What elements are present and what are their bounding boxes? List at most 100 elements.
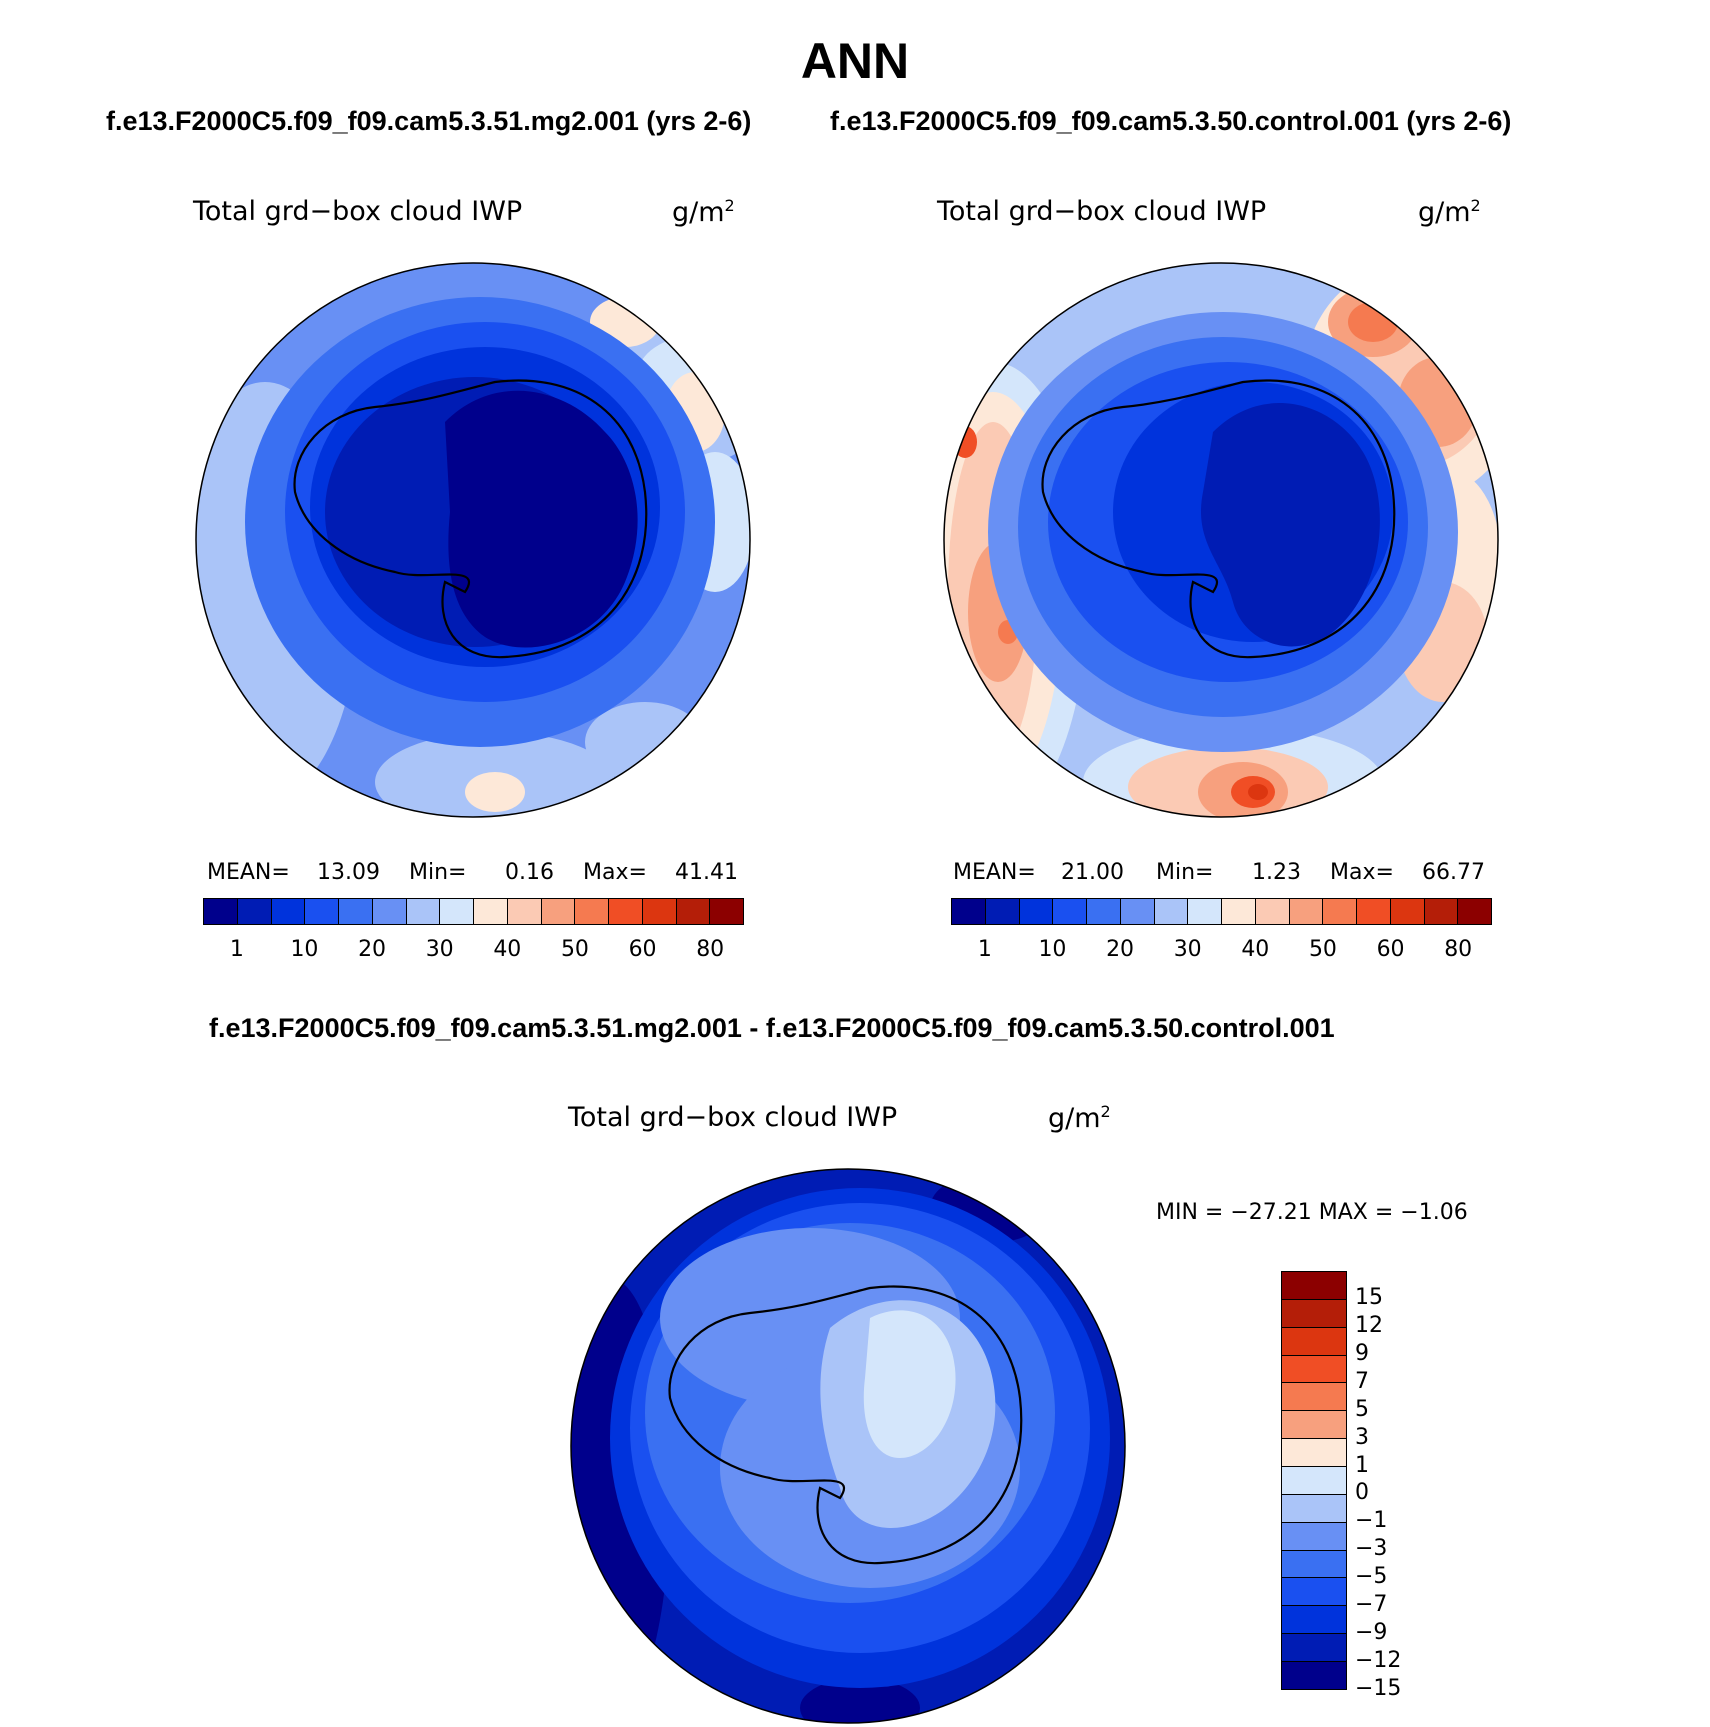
main-title: ANN xyxy=(800,33,910,89)
right-min-label: Min= xyxy=(1156,860,1214,885)
colorbar-swatch xyxy=(1154,899,1189,924)
colorbar-tick-label: 10 xyxy=(290,937,319,962)
colorbar-swatch xyxy=(1282,1299,1346,1328)
colorbar-swatch xyxy=(1282,1550,1346,1579)
diff-polar-map xyxy=(570,1168,1126,1724)
colorbar-tick-label: 60 xyxy=(1376,937,1405,962)
colorbar-tick-label: 50 xyxy=(1308,937,1337,962)
right-units-label: g/m2 xyxy=(1418,196,1481,228)
colorbar-swatch xyxy=(1053,899,1087,924)
left-polar-map xyxy=(195,262,751,818)
colorbar-tick-label: −1 xyxy=(1355,1508,1388,1534)
colorbar-swatch xyxy=(642,899,677,924)
colorbar-tick-label: 60 xyxy=(628,937,657,962)
right-mean-label: MEAN= xyxy=(953,860,1036,885)
right-polar-map xyxy=(943,262,1499,818)
colorbar-swatch xyxy=(609,899,643,924)
colorbar-swatch xyxy=(1357,899,1391,924)
colorbar-swatch xyxy=(305,899,339,924)
colorbar-swatch xyxy=(1323,899,1357,924)
colorbar-tick-label: 20 xyxy=(1106,937,1135,962)
colorbar-tick-label: 80 xyxy=(1444,937,1473,962)
colorbar-tick-label: 30 xyxy=(1173,937,1202,962)
colorbar-tick-label: 0 xyxy=(1355,1480,1369,1506)
left-mean-value: 13.09 xyxy=(317,860,380,885)
colorbar-swatch xyxy=(1282,1494,1346,1523)
right-min-value: 1.23 xyxy=(1252,860,1301,885)
colorbar-tick-label: 1 xyxy=(229,937,244,962)
colorbar-tick-label: 7 xyxy=(1355,1368,1369,1394)
colorbar-swatch xyxy=(339,899,373,924)
subtitle-right: f.e13.F2000C5.f09_f09.cam5.3.50.control.… xyxy=(830,106,1512,136)
colorbar-swatch xyxy=(1458,899,1491,924)
colorbar-tick-label: 1 xyxy=(977,937,992,962)
colorbar-tick-label: −7 xyxy=(1355,1592,1388,1618)
colorbar-swatch xyxy=(952,899,986,924)
diff-minmax: MIN = −27.21 MAX = −1.06 xyxy=(1156,1200,1468,1225)
diff-units-label: g/m2 xyxy=(1048,1102,1111,1134)
colorbar-swatch xyxy=(1390,899,1425,924)
left-min-label: Min= xyxy=(409,860,467,885)
diff-colorbar xyxy=(1281,1271,1347,1690)
colorbar-swatch xyxy=(1289,899,1324,924)
colorbar-tick-label: 40 xyxy=(493,937,522,962)
left-max-value: 41.41 xyxy=(675,860,738,885)
colorbar-swatch xyxy=(1424,899,1459,924)
colorbar-swatch xyxy=(1282,1439,1346,1468)
colorbar-swatch xyxy=(1282,1634,1346,1663)
colorbar-tick-label: 15 xyxy=(1355,1284,1383,1310)
colorbar-swatch xyxy=(676,899,711,924)
colorbar-tick-label: 10 xyxy=(1038,937,1067,962)
colorbar-swatch xyxy=(1019,899,1054,924)
colorbar-tick-label: 5 xyxy=(1355,1396,1369,1422)
colorbar-swatch xyxy=(440,899,474,924)
colorbar-swatch xyxy=(1222,899,1256,924)
colorbar-swatch xyxy=(1282,1272,1346,1300)
colorbar-swatch xyxy=(1282,1411,1346,1440)
colorbar-swatch xyxy=(575,899,609,924)
colorbar-swatch xyxy=(1282,1355,1346,1384)
colorbar-tick-label: 9 xyxy=(1355,1340,1369,1366)
colorbar-tick-label: −3 xyxy=(1355,1536,1388,1562)
diff-variable-label: Total grd−box cloud IWP xyxy=(568,1102,898,1133)
colorbar-swatch xyxy=(507,899,542,924)
colorbar-swatch xyxy=(1282,1467,1346,1495)
colorbar-tick-label: 30 xyxy=(425,937,454,962)
colorbar-swatch xyxy=(710,899,743,924)
left-variable-label: Total grd−box cloud IWP xyxy=(193,196,523,227)
colorbar-swatch xyxy=(1087,899,1121,924)
colorbar-swatch xyxy=(372,899,407,924)
colorbar-tick-label: −12 xyxy=(1355,1648,1402,1674)
colorbar-swatch xyxy=(1282,1327,1346,1356)
left-mean-label: MEAN= xyxy=(207,860,290,885)
colorbar-swatch xyxy=(1188,899,1222,924)
colorbar-tick-label: 40 xyxy=(1241,937,1270,962)
colorbar-tick-label: 50 xyxy=(560,937,589,962)
subtitle-left: f.e13.F2000C5.f09_f09.cam5.3.51.mg2.001 … xyxy=(106,106,752,136)
colorbar-swatch xyxy=(237,899,272,924)
right-variable-label: Total grd−box cloud IWP xyxy=(937,196,1267,227)
colorbar-tick-label: −5 xyxy=(1355,1564,1388,1590)
colorbar-swatch xyxy=(1282,1606,1346,1635)
colorbar-tick-label: 3 xyxy=(1355,1424,1369,1450)
colorbar-tick-label: 1 xyxy=(1355,1452,1369,1478)
colorbar-swatch xyxy=(1282,1662,1346,1689)
right-max-label: Max= xyxy=(1330,860,1394,885)
colorbar-swatch xyxy=(1282,1383,1346,1412)
colorbar-swatch xyxy=(1255,899,1290,924)
right-mean-value: 21.00 xyxy=(1061,860,1124,885)
colorbar-tick-label: −9 xyxy=(1355,1620,1388,1646)
colorbar-swatch xyxy=(1120,899,1155,924)
right-max-value: 66.77 xyxy=(1422,860,1485,885)
colorbar-swatch xyxy=(1282,1522,1346,1551)
colorbar-tick-label: 80 xyxy=(696,937,725,962)
left-min-value: 0.16 xyxy=(505,860,554,885)
colorbar-tick-label: 12 xyxy=(1355,1312,1383,1338)
colorbar-swatch xyxy=(541,899,576,924)
colorbar-swatch xyxy=(406,899,441,924)
colorbar-tick-label: 20 xyxy=(358,937,387,962)
colorbar-swatch xyxy=(204,899,238,924)
colorbar-swatch xyxy=(474,899,508,924)
right-colorbar xyxy=(951,898,1492,925)
diff-title: f.e13.F2000C5.f09_f09.cam5.3.51.mg2.001 … xyxy=(209,1013,1335,1043)
